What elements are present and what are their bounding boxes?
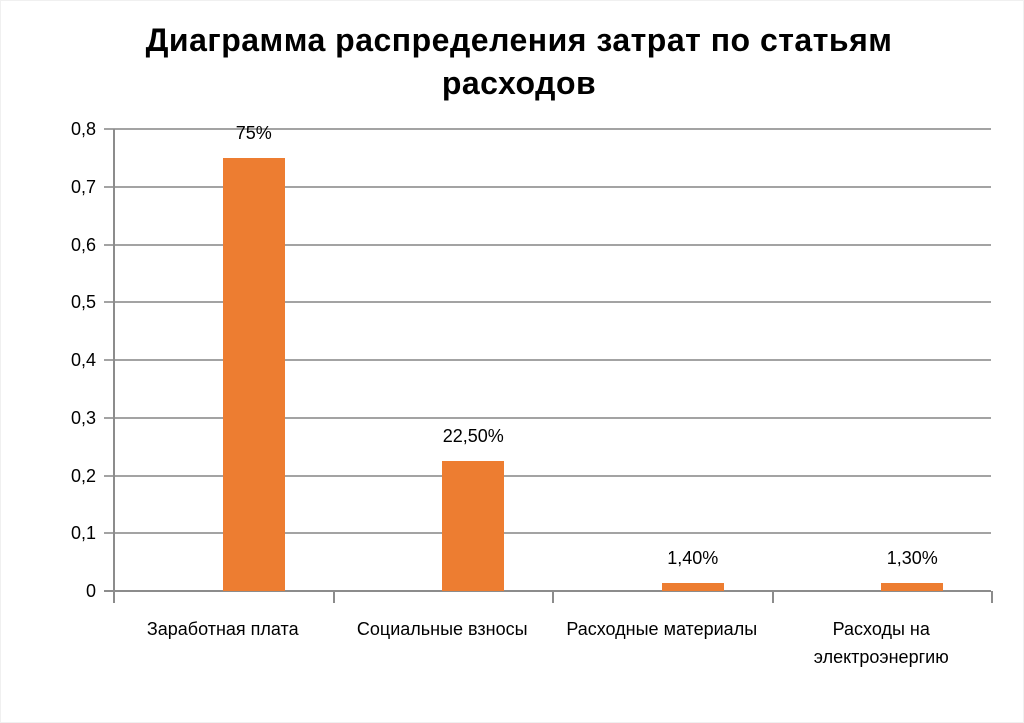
y-tick-label: 0,2	[70, 465, 96, 486]
y-tick-label: 0,5	[70, 292, 96, 313]
category-label: Социальные взносы	[356, 619, 528, 639]
category-label: Расходные материалы	[566, 619, 758, 639]
bar	[661, 582, 724, 591]
gridline	[104, 301, 991, 304]
bar-value-label: 1,40%	[667, 547, 719, 568]
y-tick-label: 0,6	[70, 234, 96, 255]
category-label: Расходы на электроэнергию	[813, 619, 949, 667]
category-label: Заработная плата	[146, 619, 299, 639]
bar-value-label: 1,30%	[886, 548, 938, 569]
bar-value-label: 22,50%	[442, 426, 504, 447]
x-axis-line	[104, 590, 991, 592]
bar	[442, 461, 505, 591]
gridline	[104, 416, 991, 419]
y-tick-label: 0,8	[70, 119, 96, 139]
gridline	[104, 243, 991, 246]
bar	[881, 583, 944, 591]
y-tick-label: 0	[85, 581, 96, 601]
gridline	[104, 128, 991, 130]
y-tick-label: 0,1	[70, 523, 96, 544]
gridline	[104, 474, 991, 477]
gridline	[104, 185, 991, 188]
x-tick	[113, 591, 115, 603]
x-tick	[552, 591, 554, 603]
bar	[222, 157, 285, 591]
y-tick-label: 0,7	[70, 176, 96, 197]
y-tick-label: 0,4	[70, 350, 96, 370]
gridline	[104, 532, 991, 535]
chart-title: Диаграмма распределения затрат по статья…	[145, 22, 893, 101]
x-tick	[771, 591, 774, 603]
x-tick	[991, 591, 993, 603]
gridline	[104, 359, 991, 361]
x-tick	[332, 591, 335, 603]
bar-value-label: 75%	[235, 122, 272, 143]
y-axis-line	[113, 129, 115, 591]
y-tick-label: 0,3	[70, 407, 96, 428]
